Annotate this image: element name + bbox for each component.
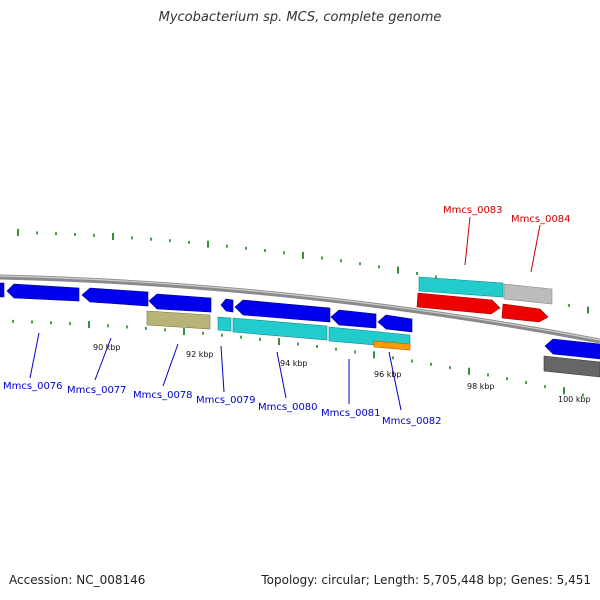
gene-block-right-blue[interactable]: [544, 338, 600, 360]
gene-mmcs-0084-grey[interactable]: [503, 283, 553, 305]
kbp-label-100: 100 kbp: [558, 395, 591, 404]
accession-text: Accession: NC_008146: [9, 573, 146, 587]
leader-line-0077: [94, 337, 112, 381]
gene-mmcs-0078[interactable]: [148, 293, 212, 313]
leader-line-0084: [530, 224, 541, 273]
leader-line-0080: [276, 351, 287, 399]
label-leader-lines: [29, 216, 541, 411]
gene-label-mmcs-0079[interactable]: Mmcs_0079: [196, 395, 256, 406]
gene-label-mmcs-0080[interactable]: Mmcs_0080: [258, 402, 318, 413]
gene-mmcs-0078-olive[interactable]: [146, 310, 211, 330]
gene-mmcs-0080-cyan[interactable]: [232, 317, 328, 341]
gene-label-mmcs-0084[interactable]: Mmcs_0084: [511, 214, 571, 225]
gene-mmcs-0079-small[interactable]: [220, 298, 234, 313]
forward-strand-genes: [416, 276, 553, 323]
inner-tick-marks: [12, 319, 584, 397]
gene-mmcs-0079-cyan[interactable]: [217, 316, 232, 332]
leader-line-0082: [388, 351, 402, 411]
kbp-label-92: 92 kbp: [186, 350, 214, 359]
gene-mmcs-0077[interactable]: [81, 287, 149, 307]
gene-label-mmcs-0077[interactable]: Mmcs_0077: [67, 385, 127, 396]
genome-summary-text: Topology: circular; Length: 5,705,448 bp…: [261, 573, 591, 587]
gene-label-mmcs-0076[interactable]: Mmcs_0076: [3, 381, 63, 392]
gene-mmcs-0082-orange[interactable]: [373, 340, 411, 351]
gene-mmcs-0084-red[interactable]: [501, 303, 549, 323]
kbp-label-90: 90 kbp: [93, 343, 121, 352]
gene-mmcs-0081[interactable]: [330, 309, 377, 329]
leader-line-0078: [162, 343, 179, 387]
gene-labels: Mmcs_0076 Mmcs_0077 Mmcs_0078 Mmcs_0079 …: [3, 205, 571, 427]
kbp-label-96: 96 kbp: [374, 370, 402, 379]
gene-mmcs-0083-cyan[interactable]: [418, 276, 504, 298]
genome-backbone-highlight: [0, 275, 600, 341]
reverse-strand-genes: [0, 282, 600, 378]
leader-line-0083: [464, 216, 471, 266]
kbp-label-94: 94 kbp: [280, 359, 308, 368]
leader-line-0076: [29, 332, 40, 379]
map-title: Mycobacterium sp. MCS, complete genome: [158, 10, 442, 25]
gene-block-right-grey[interactable]: [543, 355, 600, 378]
gene-block-left[interactable]: [0, 282, 5, 298]
gene-mmcs-0083-red[interactable]: [416, 292, 501, 315]
gene-mmcs-0080[interactable]: [234, 299, 331, 323]
gene-label-mmcs-0078[interactable]: Mmcs_0078: [133, 390, 193, 401]
gene-label-mmcs-0083[interactable]: Mmcs_0083: [443, 205, 503, 216]
gene-mmcs-0082[interactable]: [377, 314, 413, 333]
genome-backbone: [0, 274, 600, 344]
gene-mmcs-0076[interactable]: [6, 283, 80, 302]
kbp-scale-labels: 90 kbp 92 kbp 94 kbp 96 kbp 98 kbp 100 k…: [93, 343, 591, 404]
gene-label-mmcs-0081[interactable]: Mmcs_0081: [321, 408, 381, 419]
gene-label-mmcs-0082[interactable]: Mmcs_0082: [382, 416, 442, 427]
leader-line-0079: [220, 345, 225, 393]
kbp-label-98: 98 kbp: [467, 382, 495, 391]
